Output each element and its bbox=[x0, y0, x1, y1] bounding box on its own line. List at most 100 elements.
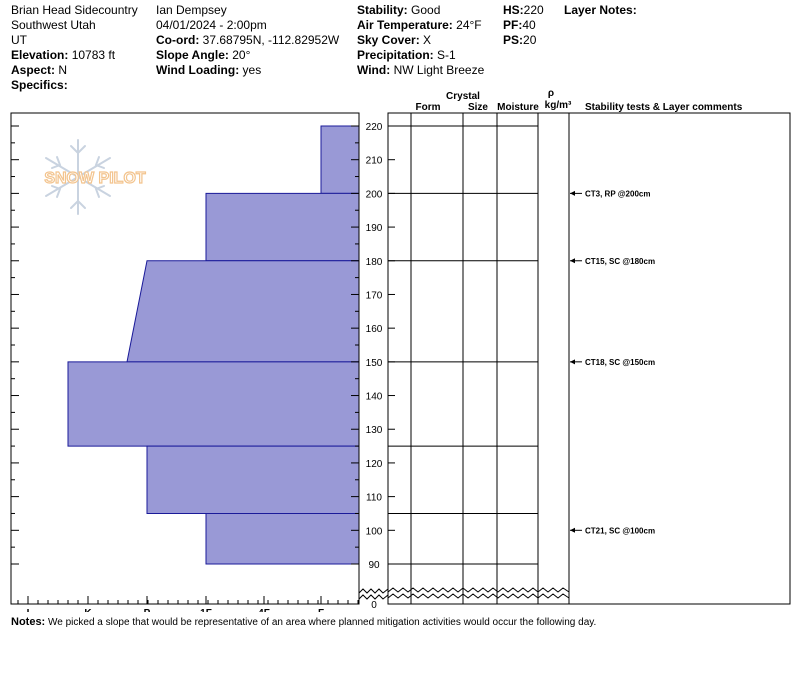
column-header-size: Size bbox=[468, 102, 488, 113]
depth-axis-break-zigzag bbox=[358, 588, 389, 594]
stability-value: Good bbox=[411, 3, 441, 17]
layer-table-frame bbox=[387, 112, 570, 605]
column-headers: Crystal Form Size Moisture ρ kg/m³ Stabi… bbox=[416, 88, 743, 113]
column-header-density: kg/m³ bbox=[545, 100, 572, 111]
wind-label: Wind: bbox=[357, 63, 391, 77]
ps-label: PS: bbox=[503, 33, 524, 47]
stability-test-results: CT3, RP @200cm CT15, SC @180cm CT18, SC @1… bbox=[570, 189, 655, 535]
hardness-layer-4 bbox=[146, 445, 360, 514]
elevation-label: Elevation: bbox=[11, 48, 69, 62]
column-header-form: Form bbox=[416, 102, 441, 113]
depth-tick-label-140: 140 bbox=[366, 392, 383, 403]
hardness-layer-3 bbox=[67, 361, 360, 447]
aspect-value: N bbox=[58, 63, 68, 77]
depth-tick-label-150: 150 bbox=[366, 358, 383, 369]
conditions-block: Stability: Good Air Temperature: 24°F Sk… bbox=[357, 3, 484, 78]
depth-tick-label-100: 100 bbox=[366, 526, 383, 537]
location-region: Southwest Utah bbox=[11, 18, 96, 32]
depth-tick-label-120: 120 bbox=[366, 459, 383, 470]
depth-tick-label-180: 180 bbox=[366, 257, 383, 268]
wind-loading-value: yes bbox=[242, 63, 262, 77]
axis-break bbox=[358, 587, 570, 600]
observation-datetime: 04/01/2024 - 2:00pm bbox=[156, 18, 267, 32]
test-result-label: CT3, RP @200cm bbox=[585, 189, 650, 198]
coord-value: 37.68795N, -112.82952W bbox=[202, 33, 340, 47]
precip-value: S-1 bbox=[437, 48, 456, 62]
coord-label: Co-ord: bbox=[156, 33, 200, 47]
ps-value: 20 bbox=[523, 33, 537, 47]
test-arrow-head bbox=[570, 527, 575, 533]
elevation-value: 10783 ft bbox=[71, 48, 116, 62]
hs-value: 220 bbox=[523, 3, 544, 17]
sky-label: Sky Cover: bbox=[357, 33, 420, 47]
snowflake-icon bbox=[45, 139, 111, 215]
snowpilot-watermark: SNOW PILOT bbox=[44, 139, 146, 215]
specifics-row: Specifics: bbox=[11, 78, 138, 93]
slope-label: Slope Angle: bbox=[156, 48, 229, 62]
hardness-tick-label-1F: 1F bbox=[200, 608, 212, 612]
depth-tick-label-210: 210 bbox=[366, 156, 383, 167]
location-block: Brian Head Sidecountry Southwest Utah UT… bbox=[11, 3, 138, 93]
test-result-label: CT21, SC @100cm bbox=[585, 526, 655, 535]
hardness-tick-label-K: K bbox=[84, 608, 92, 612]
observer-name: Ian Dempsey bbox=[156, 3, 227, 17]
location-state: UT bbox=[11, 33, 27, 47]
depth-tick-label-200: 200 bbox=[366, 189, 383, 200]
snowpack-block: HS:220 PF:40 PS:20 bbox=[503, 3, 544, 48]
hs-label: HS: bbox=[503, 3, 524, 17]
stability-row: Stability: Good bbox=[357, 3, 484, 18]
test-result-label: CT18, SC @150cm bbox=[585, 358, 655, 367]
test-arrow-head bbox=[570, 359, 575, 365]
depth-tick-label-90: 90 bbox=[368, 560, 380, 571]
hardness-tick-label-F: F bbox=[318, 608, 324, 612]
hardness-layer-5 bbox=[205, 512, 360, 565]
layer-notes-block: Layer Notes: bbox=[564, 3, 637, 18]
hardness-plot-frame bbox=[10, 112, 360, 605]
layer-lines bbox=[388, 125, 538, 565]
precip-label: Precipitation: bbox=[357, 48, 434, 62]
location-name: Brian Head Sidecountry bbox=[11, 3, 138, 17]
ps-row: PS:20 bbox=[503, 33, 544, 48]
sky-row: Sky Cover: X bbox=[357, 33, 484, 48]
aspect-label: Aspect: bbox=[11, 63, 56, 77]
notes-label: Notes: bbox=[11, 616, 46, 628]
depth-tick-label-130: 130 bbox=[366, 425, 383, 436]
depth-tick-label-190: 190 bbox=[366, 223, 383, 234]
wind-row: Wind: NW Light Breeze bbox=[357, 63, 484, 78]
wind-value: NW Light Breeze bbox=[393, 63, 485, 77]
column-header-crystal: Crystal bbox=[446, 91, 480, 102]
hardness-tick-label-I: I bbox=[27, 608, 30, 612]
column-header-rho: ρ bbox=[548, 88, 554, 99]
observation-block: Ian Dempsey 04/01/2024 - 2:00pm Co-ord: … bbox=[156, 3, 339, 78]
test-arrow-head bbox=[570, 190, 575, 196]
notes-text: We picked a slope that would be represen… bbox=[48, 617, 597, 628]
column-header-moisture: Moisture bbox=[497, 102, 539, 113]
hardness-axis: I K P 1F 4F F bbox=[11, 125, 359, 612]
slope-value: 20° bbox=[232, 48, 251, 62]
layer-notes-label: Layer Notes: bbox=[564, 3, 637, 17]
column-header-comments: Stability tests & Layer comments bbox=[585, 102, 743, 113]
hardness-layer-1 bbox=[205, 192, 360, 262]
pf-value: 40 bbox=[522, 18, 536, 32]
hardness-tick-label-4F: 4F bbox=[258, 608, 270, 612]
pf-row: PF:40 bbox=[503, 18, 544, 33]
coord-row: Co-ord: 37.68795N, -112.82952W bbox=[156, 33, 339, 48]
depth-tick-label-160: 160 bbox=[366, 324, 383, 335]
hardness-tick-label-P: P bbox=[144, 608, 151, 612]
hs-row: HS:220 bbox=[503, 3, 544, 18]
depth-tick-label-170: 170 bbox=[366, 290, 383, 301]
test-result-label: CT15, SC @180cm bbox=[585, 257, 655, 266]
axis-break-zigzag-bottom bbox=[387, 593, 570, 599]
air-temp-row: Air Temperature: 24°F bbox=[357, 18, 484, 33]
comments-frame bbox=[568, 112, 791, 605]
precip-row: Precipitation: S-1 bbox=[357, 48, 484, 63]
depth-tick-label-110: 110 bbox=[366, 493, 382, 504]
notes-row: Notes: We picked a slope that would be r… bbox=[11, 616, 596, 628]
depth-axis-break-zigzag-2 bbox=[358, 594, 389, 600]
sky-value: X bbox=[423, 33, 432, 47]
watermark-text: SNOW PILOT bbox=[44, 170, 146, 187]
air-temp-label: Air Temperature: bbox=[357, 18, 453, 32]
snow-profile-chart: SNOW PILOT I K P 1F 4F F 0 90 100 110 120 130 140 15… bbox=[10, 88, 791, 612]
axis-break-zigzag-top bbox=[387, 587, 570, 593]
elevation-row: Elevation: 10783 ft bbox=[11, 48, 138, 63]
